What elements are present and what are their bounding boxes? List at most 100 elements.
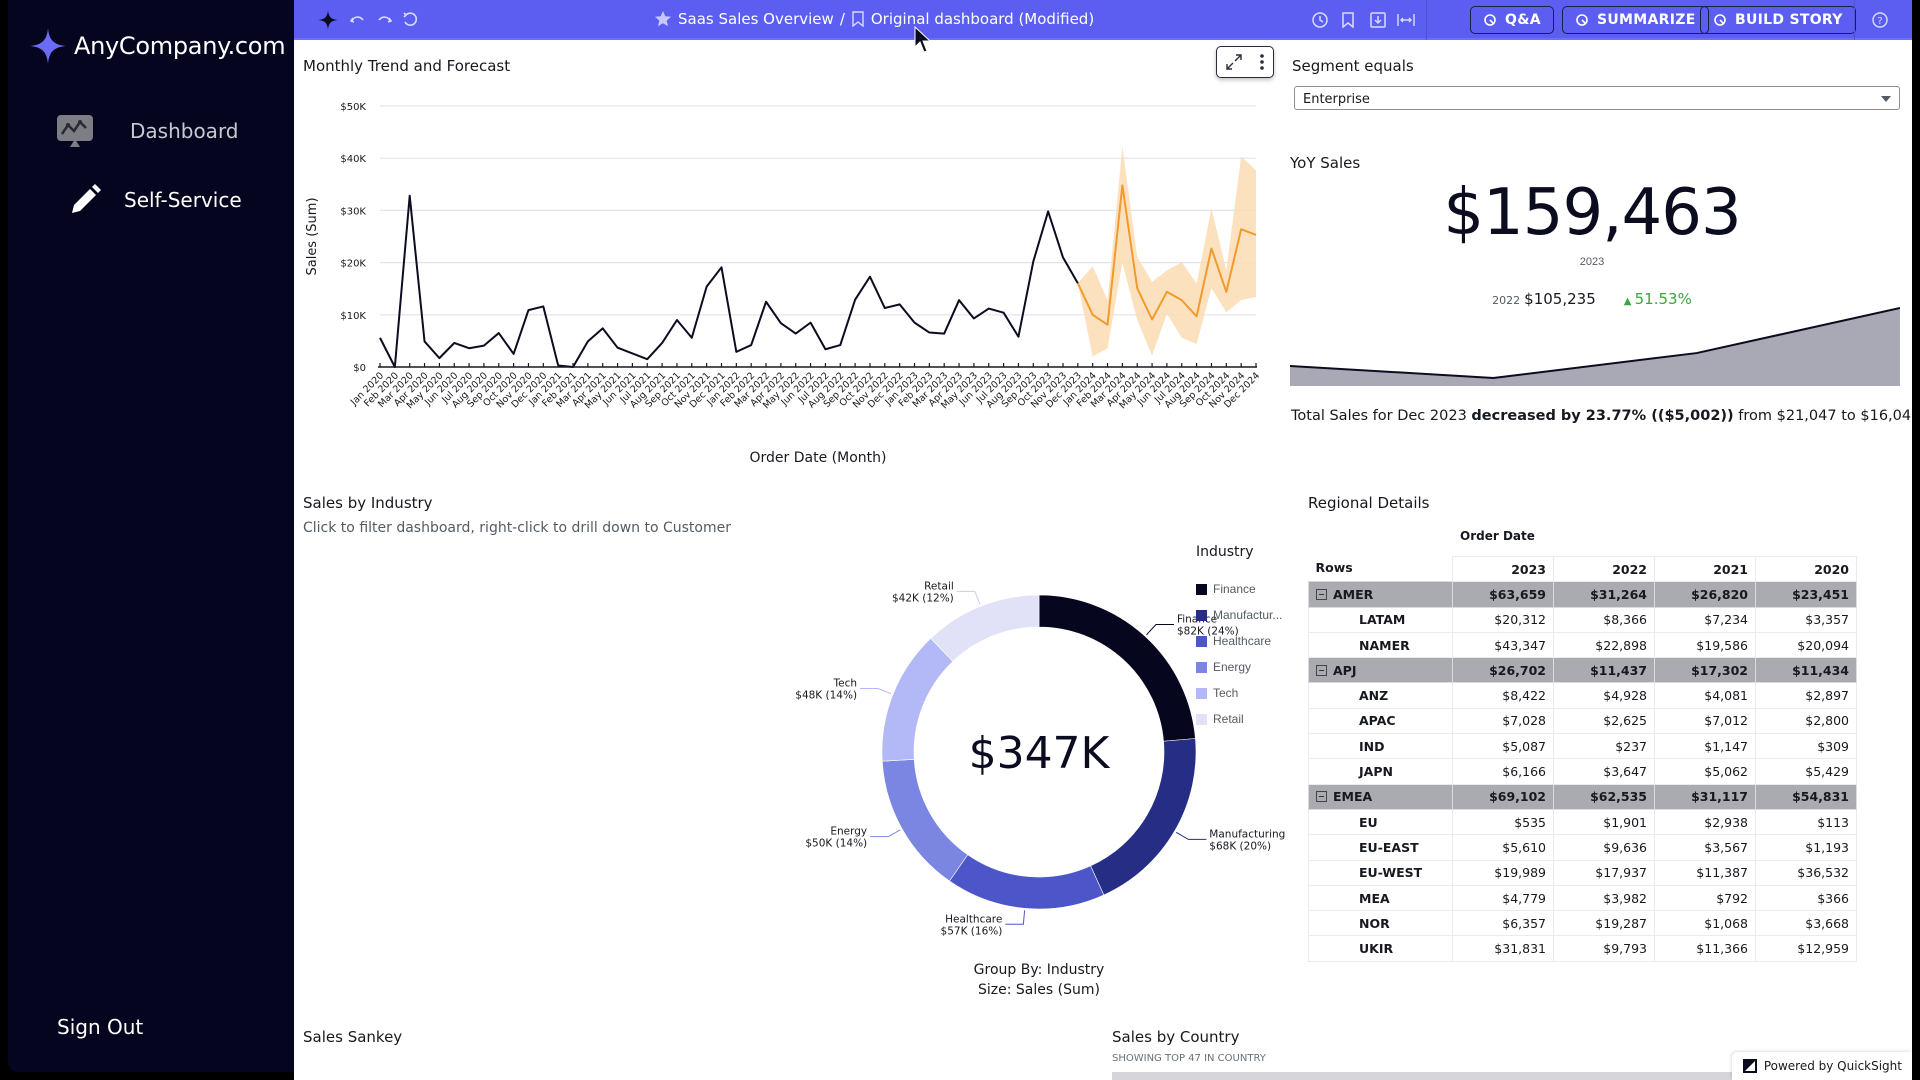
actual-sales-line-point[interactable] xyxy=(820,344,830,354)
actual-sales-line-point[interactable] xyxy=(613,343,623,353)
sparkle-icon[interactable] xyxy=(316,8,340,32)
table-row[interactable]: JAPN $6,166 $3,647 $5,062 $5,429 xyxy=(1308,758,1857,785)
legend-item[interactable]: Healthcare xyxy=(1196,628,1282,654)
collapse-icon[interactable] xyxy=(1316,664,1327,676)
table-row[interactable]: APAC $7,028 $2,625 $7,012 $2,800 xyxy=(1308,707,1857,735)
table-row[interactable]: MEA $4,779 $3,982 $792 $366 xyxy=(1308,884,1857,912)
actual-sales-line-point[interactable] xyxy=(776,318,786,328)
actual-sales-line-point[interactable] xyxy=(791,329,801,339)
legend-item[interactable]: Finance xyxy=(1196,576,1282,602)
sidebar-item-dashboard[interactable]: Dashboard xyxy=(56,114,239,148)
sidebar-item-self-service[interactable]: Self-Service xyxy=(68,183,242,217)
forecast-line-point[interactable] xyxy=(1088,310,1098,320)
actual-sales-line-point[interactable] xyxy=(642,354,652,364)
forecast-line-point[interactable] xyxy=(1073,278,1083,288)
sign-out-button[interactable]: Sign Out xyxy=(57,1015,144,1039)
actual-sales-line-point[interactable] xyxy=(910,318,920,328)
country-chart-bar[interactable] xyxy=(1112,1072,1912,1080)
actual-sales-line-point[interactable] xyxy=(479,341,489,351)
actual-sales-line-point[interactable] xyxy=(434,353,444,363)
actual-sales-line-point[interactable] xyxy=(464,343,474,353)
table-row[interactable]: EU-EAST $5,610 $9,636 $3,567 $1,193 xyxy=(1308,834,1857,861)
donut-slice-retail[interactable] xyxy=(930,594,1040,662)
table-group-row[interactable]: AMER $63,659 $31,264 $26,820 $23,451 xyxy=(1308,581,1857,608)
forecast-line-point[interactable] xyxy=(1192,311,1202,321)
actual-sales-line-point[interactable] xyxy=(523,305,533,315)
legend-item[interactable]: Tech xyxy=(1196,680,1282,706)
forecast-line-point[interactable] xyxy=(1147,314,1157,324)
fit-width-icon[interactable] xyxy=(1394,8,1418,32)
download-icon[interactable] xyxy=(1366,8,1390,32)
more-options-icon[interactable] xyxy=(1259,53,1265,71)
table-group-row[interactable]: EMEA $69,102 $62,535 $31,117 $54,831 xyxy=(1308,783,1857,810)
table-row[interactable]: UKIR $31,831 $9,793 $11,366 $12,959 xyxy=(1308,935,1857,962)
powered-by-badge[interactable]: Powered by QuickSight xyxy=(1731,1052,1912,1080)
summarize-button[interactable]: SUMMARIZE xyxy=(1562,6,1709,34)
forecast-line-point[interactable] xyxy=(1132,283,1142,293)
actual-sales-line-point[interactable] xyxy=(583,336,593,346)
build-story-button[interactable]: BUILD STORY xyxy=(1700,6,1856,34)
actual-sales-line-point[interactable] xyxy=(657,338,667,348)
table-row[interactable]: IND $5,087 $237 $1,147 $309 xyxy=(1308,733,1857,760)
actual-sales-line-point[interactable] xyxy=(494,328,504,338)
legend-item[interactable]: Manufactur... xyxy=(1196,602,1282,628)
segment-select[interactable]: Enterprise xyxy=(1294,86,1900,110)
table-group-row[interactable]: APJ $26,702 $11,437 $17,302 $11,434 xyxy=(1308,657,1857,684)
bookmarks-icon[interactable] xyxy=(1336,8,1360,32)
collapse-icon[interactable] xyxy=(1316,588,1327,600)
forecast-line-point[interactable] xyxy=(1103,320,1113,330)
actual-sales-line-point[interactable] xyxy=(746,340,756,350)
schedule-clock-icon[interactable] xyxy=(1308,8,1332,32)
actual-sales-line-point[interactable] xyxy=(806,318,816,328)
undo-icon[interactable] xyxy=(346,8,370,32)
actual-sales-line-point[interactable] xyxy=(865,272,875,282)
actual-sales-line-point[interactable] xyxy=(761,297,771,307)
actual-sales-line-point[interactable] xyxy=(687,333,697,343)
table-row[interactable]: EU-WEST $19,989 $17,937 $11,387 $36,532 xyxy=(1308,859,1857,886)
forecast-line-point[interactable] xyxy=(1206,244,1216,254)
forecast-line-point[interactable] xyxy=(1251,230,1261,240)
column-header[interactable]: 2022 xyxy=(1553,555,1655,583)
actual-sales-line-point[interactable] xyxy=(835,340,845,350)
actual-sales-line-point[interactable] xyxy=(716,262,726,272)
table-row[interactable]: LATAM $20,312 $8,366 $7,234 $3,357 xyxy=(1308,606,1857,633)
table-row[interactable]: NAMER $43,347 $22,898 $19,586 $20,094 xyxy=(1308,631,1857,659)
forecast-line-point[interactable] xyxy=(1162,287,1172,297)
collapse-icon[interactable] xyxy=(1316,791,1327,803)
actual-sales-line-point[interactable] xyxy=(1058,252,1068,262)
forecast-line-point[interactable] xyxy=(1177,295,1187,305)
brand-logo[interactable]: AnyCompany.com xyxy=(28,26,286,66)
help-icon[interactable]: ? xyxy=(1868,8,1892,32)
actual-sales-line-point[interactable] xyxy=(672,315,682,325)
forecast-line-point[interactable] xyxy=(1221,287,1231,297)
actual-sales-line-point[interactable] xyxy=(880,303,890,313)
actual-sales-line-point[interactable] xyxy=(509,349,519,359)
view-name[interactable]: Original dashboard (Modified) xyxy=(870,10,1095,28)
table-row[interactable]: ANZ $8,422 $4,928 $4,081 $2,897 xyxy=(1308,682,1857,709)
actual-sales-line-point[interactable] xyxy=(702,282,712,292)
actual-sales-line-point[interactable] xyxy=(939,329,949,339)
actual-sales-line[interactable] xyxy=(379,194,1079,368)
dashboard-name[interactable]: Saas Sales Overview xyxy=(678,10,834,28)
actual-sales-line-point[interactable] xyxy=(420,336,430,346)
actual-sales-line-point[interactable] xyxy=(969,313,979,323)
actual-sales-line-point[interactable] xyxy=(984,304,994,314)
actual-sales-line-point[interactable] xyxy=(850,295,860,305)
forecast-line-point[interactable] xyxy=(1236,224,1246,234)
legend-item[interactable]: Energy xyxy=(1196,654,1282,680)
actual-sales-line-point[interactable] xyxy=(449,338,459,348)
forecast-line-point[interactable] xyxy=(1117,180,1127,190)
actual-sales-line-point[interactable] xyxy=(538,301,548,311)
actual-sales-line-point[interactable] xyxy=(405,191,415,201)
donut-slice-energy[interactable] xyxy=(881,759,969,882)
expand-icon[interactable] xyxy=(1225,53,1243,71)
actual-sales-line-point[interactable] xyxy=(924,328,934,338)
column-header[interactable]: 2021 xyxy=(1654,555,1756,583)
actual-sales-line-point[interactable] xyxy=(1013,332,1023,342)
actual-sales-line-point[interactable] xyxy=(1043,206,1053,216)
actual-sales-line-point[interactable] xyxy=(731,347,741,357)
star-icon[interactable] xyxy=(654,10,672,28)
qa-button[interactable]: Q&A xyxy=(1470,6,1554,34)
reset-icon[interactable] xyxy=(398,8,422,32)
